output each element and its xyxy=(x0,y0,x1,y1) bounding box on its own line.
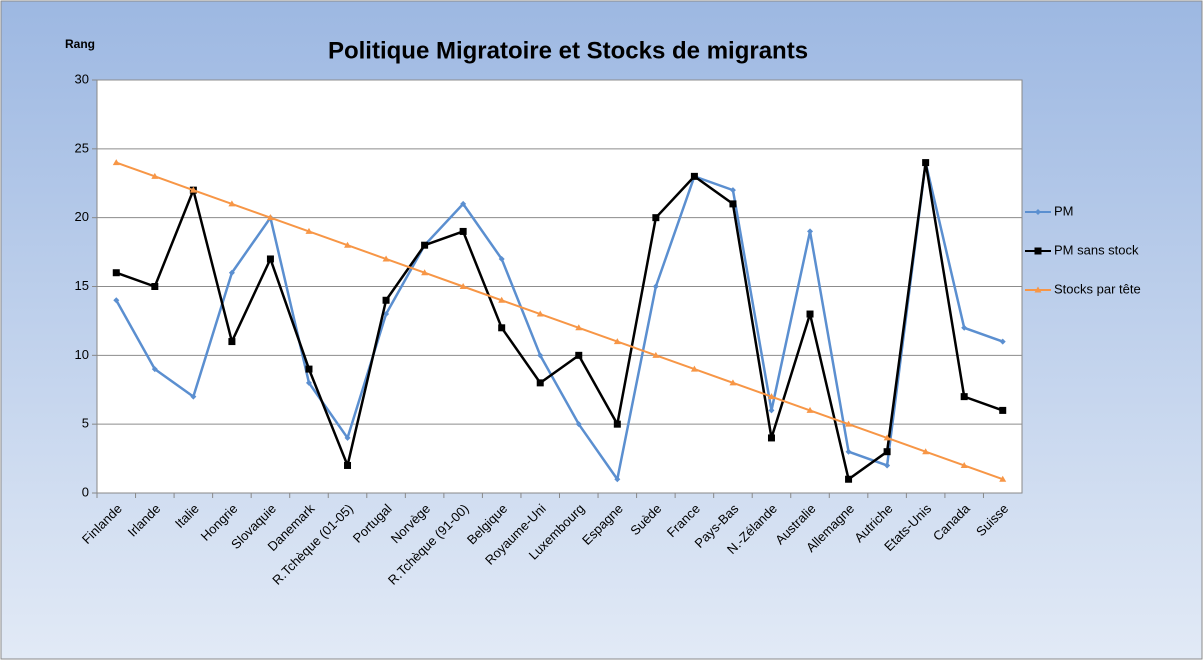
point-marker xyxy=(845,420,853,427)
point-marker xyxy=(1034,247,1042,255)
series-line xyxy=(115,161,1004,481)
y-axis-label: Rang xyxy=(65,37,95,51)
point-marker xyxy=(305,379,312,386)
point-marker xyxy=(190,393,197,400)
point-marker xyxy=(189,186,197,193)
point-marker xyxy=(806,310,814,318)
point-marker xyxy=(690,172,698,180)
point-marker xyxy=(575,324,583,331)
point-marker xyxy=(151,172,159,179)
point-marker xyxy=(922,448,930,455)
y-tick-label: 0 xyxy=(82,484,89,499)
point-marker xyxy=(960,393,968,401)
point-marker xyxy=(807,228,814,235)
point-marker xyxy=(344,241,352,248)
chart-title: Politique Migratoire et Stocks de migran… xyxy=(328,37,808,64)
series-line xyxy=(115,161,1004,481)
point-marker xyxy=(151,283,159,290)
point-marker xyxy=(729,379,737,386)
point-marker xyxy=(729,187,736,194)
point-marker xyxy=(845,475,853,483)
point-marker xyxy=(614,476,621,483)
point-marker xyxy=(690,365,698,372)
point-marker xyxy=(652,283,659,290)
point-marker xyxy=(382,255,390,262)
point-marker xyxy=(112,269,120,277)
point-marker xyxy=(344,461,352,469)
point-marker xyxy=(266,255,274,263)
point-marker xyxy=(305,365,313,373)
point-marker xyxy=(961,324,968,331)
series-line xyxy=(115,161,1004,481)
point-marker xyxy=(575,351,583,359)
point-marker xyxy=(459,227,467,235)
point-marker xyxy=(151,366,158,373)
point-marker xyxy=(806,406,814,413)
point-marker xyxy=(575,421,582,428)
legend-label: PM sans stock xyxy=(1054,242,1139,257)
point-marker xyxy=(460,200,467,207)
point-marker xyxy=(537,352,544,359)
point-marker xyxy=(999,406,1007,414)
y-tick-label: 25 xyxy=(75,140,89,155)
point-marker xyxy=(999,338,1006,345)
point-marker xyxy=(729,200,737,208)
point-marker xyxy=(1034,286,1042,293)
point-marker xyxy=(498,296,506,303)
y-tick-label: 5 xyxy=(82,416,89,431)
point-marker xyxy=(922,159,930,167)
point-marker xyxy=(382,296,390,304)
point-marker xyxy=(459,283,467,289)
point-marker xyxy=(113,297,120,304)
point-marker xyxy=(228,338,236,346)
point-marker xyxy=(960,461,968,468)
y-tick-label: 20 xyxy=(75,209,89,224)
point-marker xyxy=(999,475,1007,482)
point-marker xyxy=(498,324,506,332)
point-marker xyxy=(767,434,775,442)
point-marker xyxy=(536,310,544,317)
point-marker xyxy=(228,269,235,276)
point-marker xyxy=(536,379,544,387)
point-marker xyxy=(266,214,274,221)
legend-label: Stocks par tête xyxy=(1054,281,1141,296)
point-marker xyxy=(112,159,120,166)
point-marker xyxy=(344,434,351,441)
y-tick-label: 30 xyxy=(75,71,89,86)
point-marker xyxy=(383,311,390,318)
point-marker xyxy=(613,420,621,428)
point-marker xyxy=(421,241,429,249)
legend-label: PM xyxy=(1054,203,1074,218)
point-marker xyxy=(498,255,505,262)
point-marker xyxy=(883,448,891,456)
point-marker xyxy=(768,407,775,414)
point-marker xyxy=(228,200,236,207)
point-marker xyxy=(883,434,891,441)
point-marker xyxy=(652,351,660,358)
point-marker xyxy=(884,462,891,469)
point-marker xyxy=(767,393,775,400)
point-marker xyxy=(845,448,852,455)
point-marker xyxy=(305,227,313,234)
y-tick-label: 10 xyxy=(75,347,89,362)
point-marker xyxy=(1035,209,1041,215)
y-tick-label: 15 xyxy=(75,278,89,293)
point-marker xyxy=(652,214,660,222)
point-marker xyxy=(421,269,429,276)
point-marker xyxy=(613,338,621,345)
